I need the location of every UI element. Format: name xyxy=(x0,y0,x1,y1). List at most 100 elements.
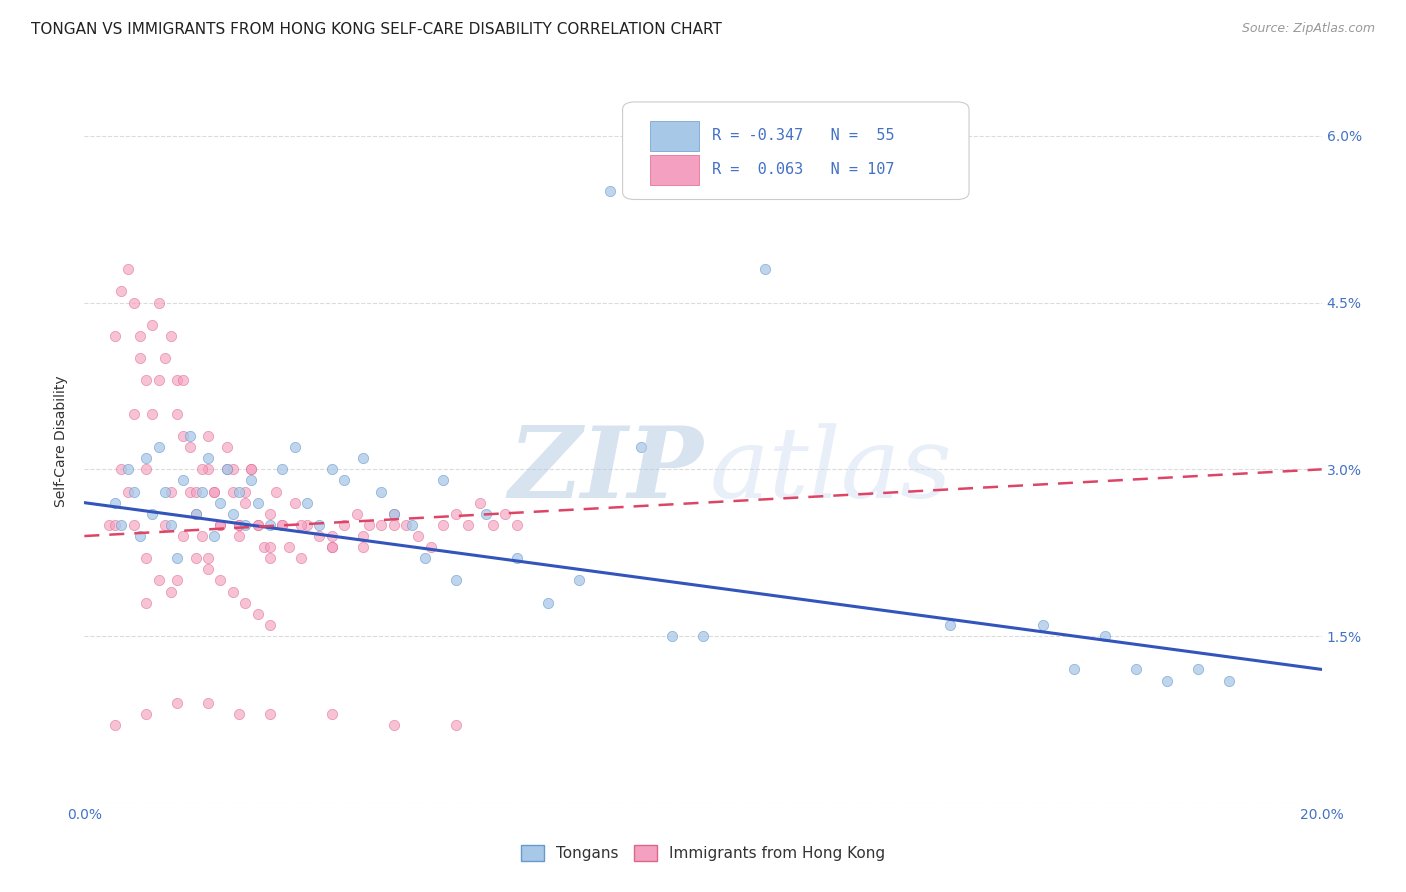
Point xyxy=(333,517,356,532)
Point xyxy=(321,540,343,554)
Point xyxy=(197,462,219,476)
Point xyxy=(222,507,245,521)
Point xyxy=(233,596,256,610)
Point xyxy=(240,462,263,476)
Point xyxy=(1218,673,1240,688)
Point xyxy=(122,407,145,421)
Point xyxy=(197,451,219,466)
Point xyxy=(148,440,170,454)
Point xyxy=(153,517,176,532)
Point xyxy=(259,540,281,554)
Point xyxy=(191,484,214,499)
FancyBboxPatch shape xyxy=(623,102,969,200)
Point xyxy=(228,706,250,721)
Point xyxy=(135,596,157,610)
Text: TONGAN VS IMMIGRANTS FROM HONG KONG SELF-CARE DISABILITY CORRELATION CHART: TONGAN VS IMMIGRANTS FROM HONG KONG SELF… xyxy=(31,22,721,37)
Point xyxy=(110,285,132,299)
Point xyxy=(160,517,183,532)
Point xyxy=(141,407,163,421)
Point xyxy=(1187,662,1209,676)
Point xyxy=(222,584,245,599)
Point xyxy=(1125,662,1147,676)
Point xyxy=(197,562,219,576)
Point xyxy=(754,262,776,277)
Point xyxy=(1063,662,1085,676)
Point xyxy=(179,440,201,454)
Legend: Tongans, Immigrants from Hong Kong: Tongans, Immigrants from Hong Kong xyxy=(515,839,891,867)
Point xyxy=(321,540,343,554)
FancyBboxPatch shape xyxy=(650,120,699,151)
Point xyxy=(401,517,423,532)
Point xyxy=(692,629,714,643)
Point xyxy=(308,529,330,543)
Point xyxy=(172,529,194,543)
Text: atlas: atlas xyxy=(709,423,952,518)
Point xyxy=(209,517,232,532)
Point xyxy=(271,517,294,532)
Point xyxy=(444,718,467,732)
Point xyxy=(184,507,207,521)
Point xyxy=(308,517,330,532)
Point xyxy=(259,706,281,721)
Point xyxy=(382,517,405,532)
Point xyxy=(228,529,250,543)
Point xyxy=(295,517,318,532)
Point xyxy=(246,607,269,621)
Point xyxy=(166,373,188,387)
Point xyxy=(537,596,560,610)
Point xyxy=(413,551,436,566)
Point xyxy=(104,329,127,343)
Point xyxy=(470,496,492,510)
Point xyxy=(233,484,256,499)
Point xyxy=(346,507,368,521)
Point xyxy=(599,185,621,199)
Text: ZIP: ZIP xyxy=(508,422,703,518)
Point xyxy=(1156,673,1178,688)
Point xyxy=(148,574,170,588)
Point xyxy=(295,496,318,510)
Point xyxy=(253,540,276,554)
Point xyxy=(197,696,219,710)
Point xyxy=(481,517,503,532)
Point xyxy=(153,351,176,366)
Point xyxy=(122,517,145,532)
Point xyxy=(228,517,250,532)
Point xyxy=(333,474,356,488)
Point xyxy=(444,574,467,588)
Point xyxy=(202,484,225,499)
Point xyxy=(122,484,145,499)
Point xyxy=(240,462,263,476)
Point xyxy=(153,484,176,499)
Point xyxy=(321,529,343,543)
Point xyxy=(129,351,152,366)
Point xyxy=(277,540,299,554)
Point xyxy=(321,462,343,476)
Point xyxy=(160,584,183,599)
Point xyxy=(135,706,157,721)
Point xyxy=(321,706,343,721)
Point xyxy=(382,507,405,521)
Point xyxy=(184,507,207,521)
Point xyxy=(209,574,232,588)
Point xyxy=(939,618,962,632)
Point xyxy=(233,517,256,532)
Point xyxy=(630,440,652,454)
Point xyxy=(179,429,201,443)
Point xyxy=(352,451,374,466)
Point xyxy=(259,551,281,566)
Point xyxy=(135,451,157,466)
Point xyxy=(191,529,214,543)
Point xyxy=(506,551,529,566)
Text: R =  0.063   N = 107: R = 0.063 N = 107 xyxy=(711,162,894,178)
Point xyxy=(135,462,157,476)
Point xyxy=(202,529,225,543)
Point xyxy=(352,540,374,554)
Point xyxy=(284,496,307,510)
Point xyxy=(209,517,232,532)
Point xyxy=(264,484,287,499)
Point xyxy=(419,540,441,554)
Point xyxy=(117,462,139,476)
Point xyxy=(661,629,683,643)
Point xyxy=(166,574,188,588)
Point xyxy=(246,496,269,510)
